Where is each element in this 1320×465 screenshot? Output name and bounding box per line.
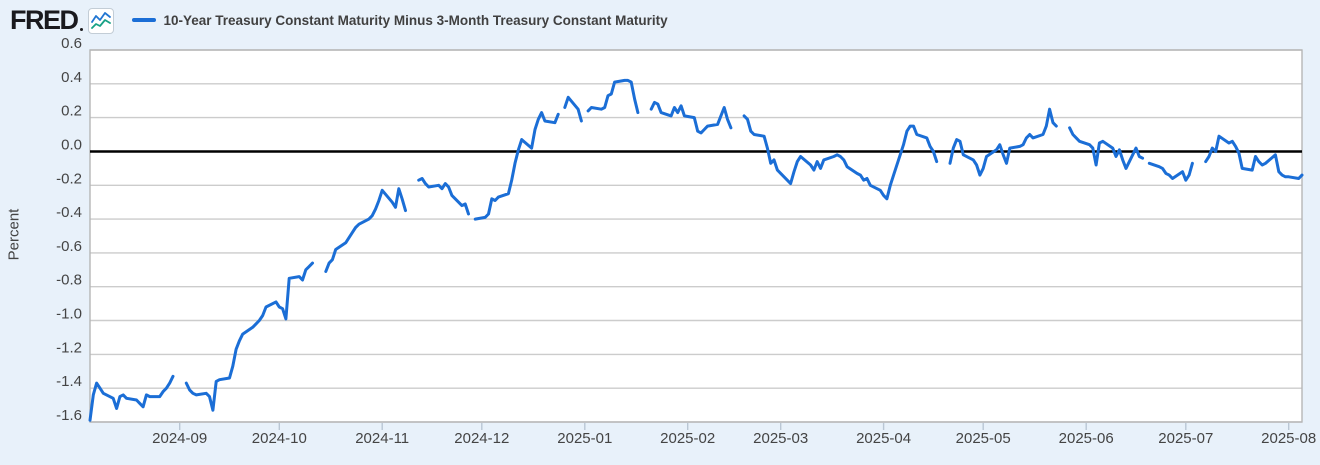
y-tick-label: -1.6: [56, 407, 82, 424]
x-tick-label: 2025-04: [856, 430, 911, 447]
plot-area: [90, 50, 1302, 422]
x-tick-label: 2024-12: [454, 430, 509, 447]
y-tick-label: 0.4: [61, 69, 82, 86]
fred-logo[interactable]: FRED: [10, 4, 114, 35]
y-tick-label: 0.2: [61, 103, 82, 120]
y-axis-title: Percent: [5, 208, 23, 261]
chart-header: FRED 10-Year Treasury Constant Maturity …: [10, 4, 668, 36]
fred-logo-registered-dot: [79, 27, 83, 31]
y-tick-label: -0.8: [56, 272, 82, 289]
x-tick-label: 2025-01: [557, 430, 612, 447]
x-tick-label: 2024-09: [152, 430, 207, 447]
fred-sparkline-icon: [87, 7, 114, 34]
series-title-link[interactable]: 10-Year Treasury Constant Maturity Minus…: [163, 12, 668, 28]
y-tick-label: -0.6: [56, 238, 82, 255]
y-tick-label: 0.0: [61, 136, 82, 153]
x-tick-label: 2025-02: [660, 430, 715, 447]
x-tick-label: 2025-05: [956, 430, 1011, 447]
x-tick-label: 2025-08: [1261, 430, 1316, 447]
y-tick-label: -1.2: [56, 339, 82, 356]
y-tick-label: -0.2: [56, 170, 82, 187]
y-tick-label: -1.0: [56, 305, 82, 322]
y-tick-label: -0.4: [56, 204, 82, 221]
x-tick-label: 2025-03: [753, 430, 808, 447]
plot-border: [89, 49, 1303, 423]
series-line: [88, 78, 1304, 422]
x-tick-label: 2025-07: [1158, 430, 1213, 447]
y-tick-label: 0.6: [61, 35, 82, 52]
y-tick-label: -1.4: [56, 373, 82, 390]
x-tick-label: 2024-10: [252, 430, 307, 447]
x-tick-label: 2025-06: [1059, 430, 1114, 447]
series-legend-marker: [131, 18, 156, 22]
x-tick-label: 2024-11: [355, 430, 409, 447]
fred-logo-text: FRED: [10, 4, 79, 35]
